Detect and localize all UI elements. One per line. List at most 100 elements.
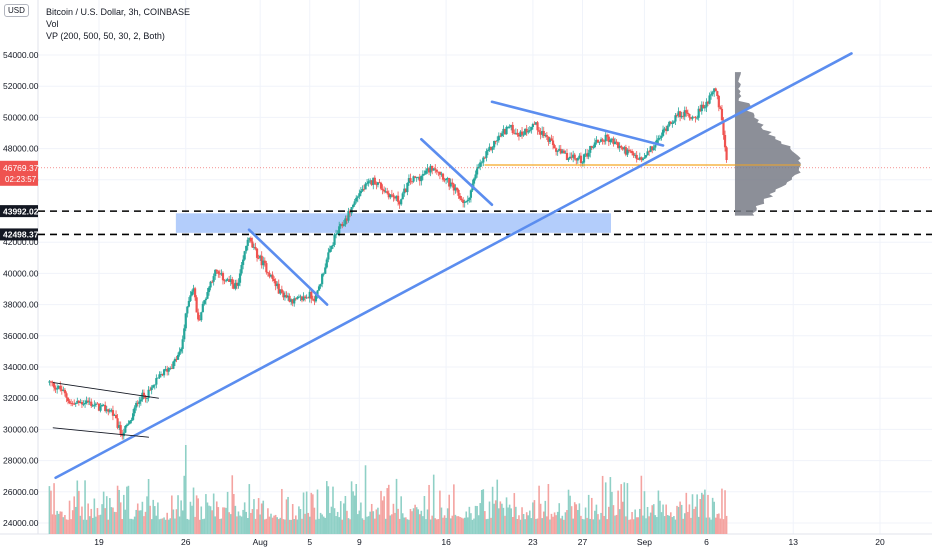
candle-body xyxy=(246,239,249,246)
candle-body xyxy=(262,260,265,266)
candle-body xyxy=(228,279,231,282)
symbol-title[interactable]: Bitcoin / U.S. Dollar, 3h, COINBASE xyxy=(46,7,191,17)
volume-indicator-label[interactable]: Vol xyxy=(46,19,59,29)
level-price-label: 42498.37 xyxy=(3,230,39,240)
candle-body xyxy=(336,233,339,235)
candle-body xyxy=(403,188,406,194)
price-tick-label: 30000.00 xyxy=(3,424,39,434)
candle-body xyxy=(234,282,237,289)
trendline xyxy=(490,100,665,147)
candle-body xyxy=(184,313,187,329)
candle-body xyxy=(280,289,283,293)
candle-body xyxy=(520,131,524,135)
volume-bars xyxy=(48,445,728,534)
candle-body xyxy=(207,287,211,293)
candle-body xyxy=(338,226,341,234)
candle-body xyxy=(603,141,606,142)
candle-body xyxy=(537,130,541,132)
currency-selector[interactable]: USD xyxy=(4,4,29,17)
candle-body xyxy=(273,279,276,282)
candle-body xyxy=(627,149,631,151)
price-tick-label: 26000.00 xyxy=(3,487,39,497)
time-tick-label: 13 xyxy=(788,537,798,547)
price-tick-label: 52000.00 xyxy=(3,81,39,91)
candle-body xyxy=(610,138,614,140)
candle-body xyxy=(110,410,113,411)
candle-body xyxy=(612,138,615,145)
volume-profile-indicator-label[interactable]: VP (200, 500, 50, 30, 2, Both) xyxy=(46,31,165,41)
candle-body xyxy=(370,180,373,185)
chart-legend: Bitcoin / U.S. Dollar, 3h, COINBASE Vol … xyxy=(46,6,190,42)
candle-body xyxy=(689,117,693,119)
candle-body xyxy=(666,125,669,131)
candle-body xyxy=(375,184,378,186)
candle-body xyxy=(446,177,449,179)
candle-body xyxy=(77,400,80,404)
candle-body xyxy=(415,177,418,179)
price-tick-label: 40000.00 xyxy=(3,268,39,278)
candle-body xyxy=(348,210,352,214)
candle-body xyxy=(240,264,243,274)
candle-body xyxy=(271,274,274,280)
currency-label[interactable]: USD xyxy=(8,6,25,15)
candle-body xyxy=(203,300,206,304)
candle-body xyxy=(641,158,645,161)
candle-body xyxy=(438,171,442,175)
candle-body xyxy=(107,409,110,412)
time-tick-label: 6 xyxy=(704,537,709,547)
candle-body xyxy=(232,284,235,289)
candle-body xyxy=(314,295,318,302)
grid-lines xyxy=(38,0,932,534)
candle-body xyxy=(581,162,584,164)
candle-body xyxy=(313,298,316,302)
candle-body xyxy=(135,402,138,408)
candle-body xyxy=(373,177,376,185)
candle-body xyxy=(390,194,393,196)
candle-body xyxy=(379,182,383,189)
candle-body xyxy=(162,369,166,376)
candle-body xyxy=(589,145,592,153)
candle-body xyxy=(593,142,596,148)
price-tick-label: 36000.00 xyxy=(3,331,39,341)
candle-body xyxy=(80,402,84,405)
candle-body xyxy=(570,156,573,158)
candle-body xyxy=(79,402,82,404)
candle-body xyxy=(431,165,434,171)
candle-body xyxy=(556,150,559,152)
candle-body xyxy=(63,389,67,394)
candle-body xyxy=(437,171,440,173)
candle-body xyxy=(283,295,287,298)
candle-body xyxy=(111,410,115,416)
candle-body xyxy=(187,300,190,307)
candle-body xyxy=(317,286,321,291)
candle-body xyxy=(668,121,671,126)
candle-body xyxy=(290,299,293,302)
candle-body xyxy=(462,200,465,203)
candle-body xyxy=(559,148,562,154)
candle-body xyxy=(548,138,552,142)
candle-body xyxy=(658,137,662,139)
bar-countdown-label: 02:23:57 xyxy=(5,175,37,184)
candle-body xyxy=(149,389,152,391)
candle-body xyxy=(189,295,192,301)
candle-body xyxy=(449,182,452,187)
candle-body xyxy=(457,189,460,196)
candle-body xyxy=(293,298,296,304)
candle-body xyxy=(91,405,94,407)
candle-body xyxy=(654,145,657,148)
candle-body xyxy=(102,404,105,406)
candle-body xyxy=(169,368,172,369)
candle-body xyxy=(660,135,663,138)
candle-body xyxy=(544,135,547,137)
candle-body xyxy=(330,245,333,250)
candle-body xyxy=(259,255,262,258)
candle-body xyxy=(511,124,514,133)
candle-body xyxy=(575,158,578,161)
candle-body xyxy=(414,176,417,178)
candle-body xyxy=(410,181,414,183)
candle-body xyxy=(406,182,409,193)
candle-body xyxy=(268,272,271,277)
candle-body xyxy=(454,187,457,191)
candle-body xyxy=(640,157,643,161)
